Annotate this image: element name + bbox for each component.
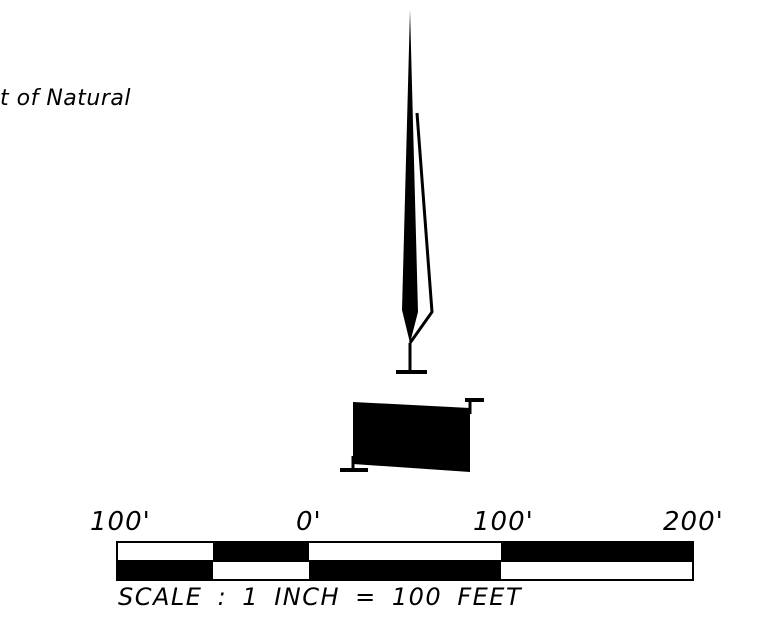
header-text-fragment: t of Natural: [0, 86, 131, 111]
scale-label-0: 0': [296, 507, 322, 537]
north-arrow-icon: [396, 10, 434, 374]
scale-caption: SCALE : 1 INCH = 100 FEET: [118, 583, 523, 611]
scale-label-100-right: 100': [473, 507, 534, 537]
scale-bar: [116, 541, 694, 581]
scale-label-100-left: 100': [90, 507, 151, 537]
scale-label-200: 200': [663, 507, 724, 537]
north-letter-icon: [340, 398, 484, 472]
